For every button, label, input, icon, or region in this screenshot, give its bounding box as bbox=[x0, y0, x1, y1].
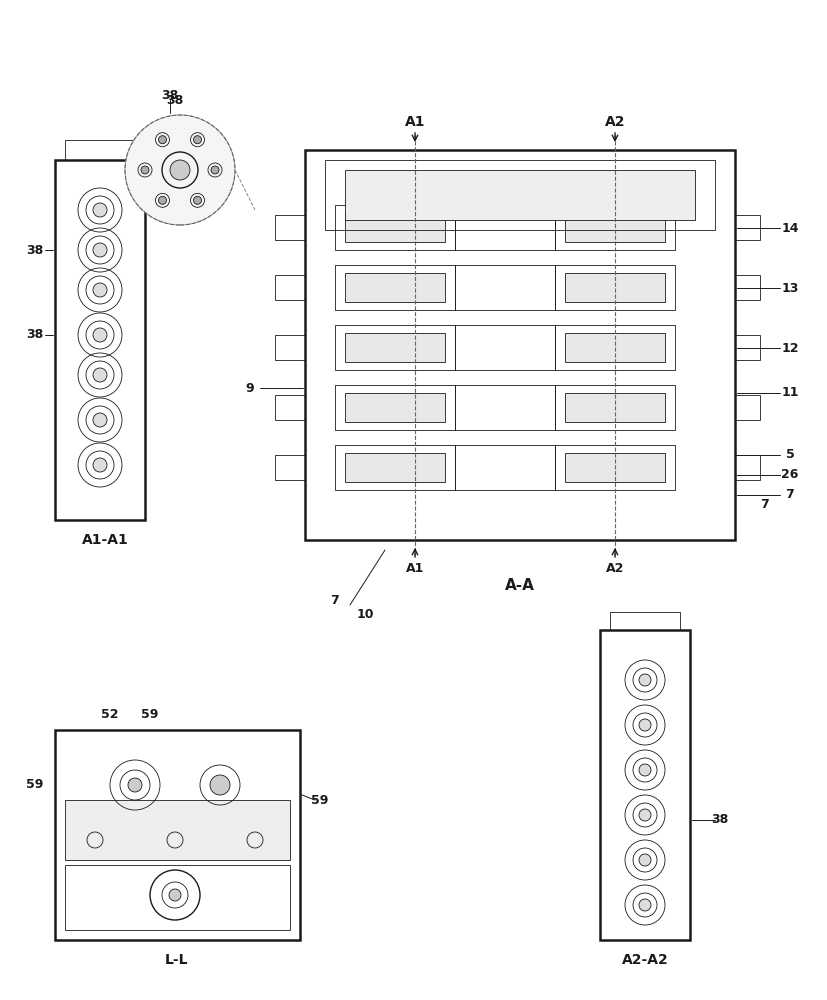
Bar bbox=[564, 273, 664, 302]
Circle shape bbox=[93, 413, 107, 427]
Bar bbox=[554, 325, 674, 370]
Bar bbox=[65, 800, 289, 860]
Bar bbox=[734, 215, 759, 240]
Text: 14: 14 bbox=[781, 222, 798, 235]
Text: 59: 59 bbox=[311, 793, 328, 806]
Text: 59: 59 bbox=[26, 778, 44, 791]
Bar bbox=[455, 325, 554, 370]
Text: A1-A1: A1-A1 bbox=[82, 533, 128, 547]
Bar bbox=[335, 325, 455, 370]
Circle shape bbox=[638, 809, 650, 821]
Bar bbox=[554, 265, 674, 310]
Text: 38: 38 bbox=[26, 243, 44, 256]
Circle shape bbox=[638, 719, 650, 731]
Bar bbox=[554, 205, 674, 250]
Bar bbox=[335, 385, 455, 430]
Text: 7: 7 bbox=[330, 593, 339, 606]
Text: A-A: A-A bbox=[504, 578, 534, 592]
Text: 5: 5 bbox=[785, 448, 793, 462]
Text: 10: 10 bbox=[356, 608, 373, 621]
Circle shape bbox=[170, 160, 189, 180]
Bar bbox=[564, 333, 664, 362]
Bar bbox=[304, 150, 734, 540]
Text: 38: 38 bbox=[161, 89, 179, 102]
Bar bbox=[345, 453, 444, 482]
Bar bbox=[55, 730, 299, 940]
Circle shape bbox=[141, 166, 149, 174]
Circle shape bbox=[128, 778, 141, 792]
Circle shape bbox=[194, 136, 201, 144]
Text: 38: 38 bbox=[710, 813, 728, 826]
Circle shape bbox=[210, 775, 230, 795]
Text: A1: A1 bbox=[404, 115, 425, 129]
Bar bbox=[275, 395, 304, 420]
Circle shape bbox=[93, 328, 107, 342]
Bar bbox=[65, 140, 135, 160]
Bar bbox=[734, 335, 759, 360]
Circle shape bbox=[93, 283, 107, 297]
Text: 59: 59 bbox=[141, 708, 159, 721]
Bar bbox=[275, 455, 304, 480]
Bar bbox=[564, 213, 664, 242]
Bar bbox=[564, 393, 664, 422]
Bar bbox=[455, 385, 554, 430]
Text: 9: 9 bbox=[246, 381, 254, 394]
Circle shape bbox=[194, 196, 201, 204]
Bar bbox=[345, 333, 444, 362]
Bar bbox=[275, 275, 304, 300]
Text: 13: 13 bbox=[781, 282, 798, 294]
Circle shape bbox=[93, 458, 107, 472]
Bar bbox=[455, 265, 554, 310]
Text: 38: 38 bbox=[26, 328, 44, 342]
Bar bbox=[335, 265, 455, 310]
Bar bbox=[345, 170, 694, 220]
Bar bbox=[335, 205, 455, 250]
Bar bbox=[554, 385, 674, 430]
Bar bbox=[554, 445, 674, 490]
Bar bbox=[600, 630, 689, 940]
Bar bbox=[455, 205, 554, 250]
Text: 52: 52 bbox=[101, 708, 118, 721]
Circle shape bbox=[638, 854, 650, 866]
Text: A2-A2: A2-A2 bbox=[621, 953, 667, 967]
Bar bbox=[325, 160, 715, 230]
Bar bbox=[564, 453, 664, 482]
Circle shape bbox=[93, 203, 107, 217]
Circle shape bbox=[169, 889, 181, 901]
Bar bbox=[455, 445, 554, 490]
Bar bbox=[335, 445, 455, 490]
Circle shape bbox=[158, 196, 166, 204]
Bar bbox=[345, 393, 444, 422]
Text: 12: 12 bbox=[781, 342, 798, 355]
Bar bbox=[734, 455, 759, 480]
Bar bbox=[65, 865, 289, 930]
Bar bbox=[734, 275, 759, 300]
Circle shape bbox=[158, 136, 166, 144]
Bar bbox=[345, 213, 444, 242]
Circle shape bbox=[211, 166, 218, 174]
Text: 7: 7 bbox=[785, 488, 793, 502]
Bar bbox=[345, 273, 444, 302]
Text: 26: 26 bbox=[781, 468, 798, 482]
Text: A1: A1 bbox=[405, 562, 423, 574]
Bar bbox=[55, 160, 145, 520]
Text: A2: A2 bbox=[604, 115, 624, 129]
Circle shape bbox=[125, 115, 235, 225]
Text: L-L: L-L bbox=[165, 953, 189, 967]
Bar bbox=[275, 215, 304, 240]
Bar bbox=[275, 335, 304, 360]
Text: A2: A2 bbox=[605, 562, 624, 574]
Circle shape bbox=[93, 243, 107, 257]
Circle shape bbox=[638, 674, 650, 686]
Circle shape bbox=[638, 899, 650, 911]
Circle shape bbox=[638, 764, 650, 776]
Circle shape bbox=[93, 368, 107, 382]
Text: 38: 38 bbox=[166, 94, 184, 107]
Text: 11: 11 bbox=[781, 386, 798, 399]
Bar bbox=[734, 395, 759, 420]
Bar bbox=[609, 612, 679, 630]
Text: 7: 7 bbox=[760, 498, 768, 512]
